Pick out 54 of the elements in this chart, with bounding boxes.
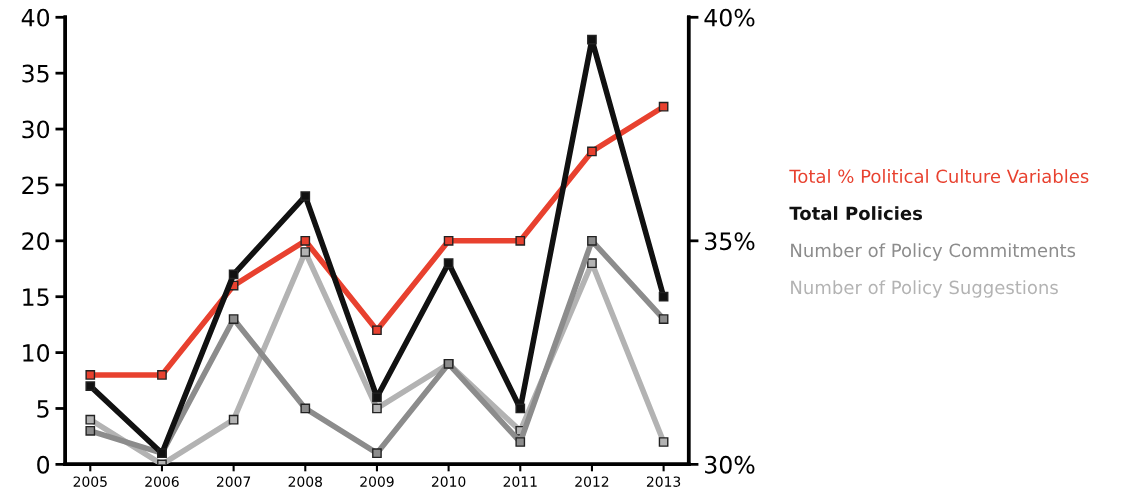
x-tick-label: 2012 [575, 476, 609, 487]
point [228, 414, 239, 425]
text: Total Policies [789, 206, 923, 221]
point [85, 414, 96, 425]
point [443, 235, 454, 246]
point [443, 258, 454, 269]
y-tick-label: 20 [22, 232, 50, 251]
x-tick-label: 2008 [288, 476, 323, 487]
y-tick-label: 5 [37, 400, 49, 418]
y-tick-label: 35 [22, 64, 49, 83]
point [587, 146, 597, 157]
point [85, 370, 96, 380]
point [515, 235, 526, 246]
y2-tick-label: 30% [705, 455, 755, 474]
point [515, 437, 526, 447]
x-tick-label: 2009 [360, 476, 394, 487]
y2-tick-label: 35% [705, 232, 755, 251]
text: Number of Policy Suggestions [791, 280, 1058, 298]
x-tick-label: 2007 [216, 476, 251, 487]
point [372, 392, 382, 403]
point [228, 269, 239, 280]
point [587, 34, 597, 45]
x-tick-label: 2010 [431, 476, 466, 487]
x-tick-label: 2013 [646, 476, 681, 487]
y2-tick-label: 40% [704, 8, 755, 27]
y-tick-label: 40 [21, 8, 50, 27]
x-tick-label: 2011 [503, 476, 537, 487]
text: Total % Political Culture Variables [789, 169, 1089, 184]
point [658, 437, 669, 447]
point [300, 403, 311, 414]
point [300, 235, 311, 246]
point [587, 235, 597, 246]
x-tick-label: 2005 [73, 476, 107, 487]
point [300, 191, 311, 201]
point [515, 403, 526, 414]
text: Number of Policy Commitments [791, 243, 1076, 261]
point [85, 381, 96, 391]
y-tick-label: 0 [37, 455, 50, 474]
point [372, 403, 382, 414]
point [658, 314, 669, 324]
point [228, 314, 239, 324]
point [85, 425, 96, 436]
point [587, 258, 597, 269]
point [372, 448, 382, 459]
point [658, 291, 669, 302]
y-tick-label: 25 [22, 176, 49, 195]
y-tick-label: 10 [23, 344, 50, 362]
point [372, 325, 382, 336]
point [300, 247, 311, 257]
point [157, 370, 167, 380]
point [658, 101, 669, 112]
y-tick-label: 30 [22, 120, 50, 139]
x-tick-label: 2006 [145, 476, 179, 487]
y-tick-label: 15 [23, 288, 49, 307]
